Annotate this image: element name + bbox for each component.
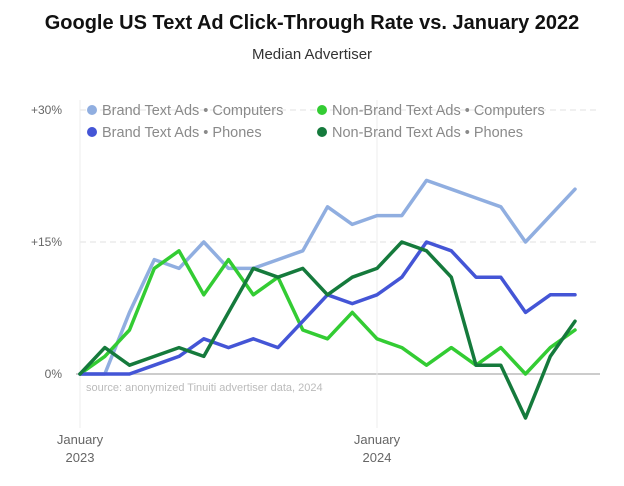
legend-label: Brand Text Ads • Phones [102, 125, 262, 141]
legend: Brand Text Ads • Computers Non-Brand Text… [87, 103, 545, 141]
chart-subtitle: Median Advertiser [251, 46, 373, 63]
x-tick-label: 2023 [66, 450, 95, 465]
legend-label: Brand Text Ads • Computers [102, 103, 283, 119]
chart-title: Google US Text Ad Click-Through Rate vs.… [44, 12, 580, 34]
series-lines [78, 178, 577, 420]
x-tick-labels: January 2023 January 2024 [57, 432, 401, 465]
series-line [78, 240, 577, 420]
y-tick-labels: +30% +15% 0% [31, 103, 62, 381]
series-line [78, 249, 577, 376]
x-tick-label: January [354, 432, 401, 447]
legend-marker [87, 105, 97, 115]
legend-item: Brand Text Ads • Phones [87, 125, 262, 141]
legend-marker [317, 127, 327, 137]
legend-item: Non-Brand Text Ads • Phones [317, 125, 523, 141]
x-tick-label: January [57, 432, 104, 447]
legend-label: Non-Brand Text Ads • Computers [332, 103, 545, 119]
source-note: source: anonymized Tinuiti advertiser da… [86, 382, 323, 394]
y-tick-label: +15% [31, 235, 62, 249]
legend-marker [317, 105, 327, 115]
legend-label: Non-Brand Text Ads • Phones [332, 125, 523, 141]
grid-lines [76, 100, 600, 428]
legend-item: Non-Brand Text Ads • Computers [317, 103, 545, 119]
legend-marker [87, 127, 97, 137]
x-tick-label: 2024 [363, 450, 392, 465]
legend-item: Brand Text Ads • Computers [87, 103, 283, 119]
y-tick-label: +30% [31, 103, 62, 117]
y-tick-label: 0% [45, 367, 63, 381]
